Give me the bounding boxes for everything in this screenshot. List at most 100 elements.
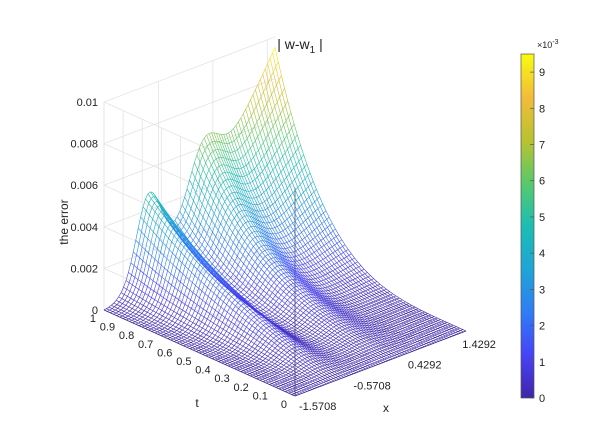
mesh-line [328,289,331,291]
mesh-line [406,323,410,325]
mesh-line [234,138,237,141]
mesh-line [186,336,190,339]
mesh-line [150,231,154,243]
mesh-line [258,216,262,218]
mesh-line [300,312,304,316]
mesh-line [257,347,261,351]
mesh-line [373,303,377,306]
mesh-line [247,364,251,367]
mesh-line [380,362,384,364]
mesh-line [145,316,149,319]
mesh-line [287,185,290,189]
mesh-line [205,345,209,348]
mesh-line [261,349,265,353]
mesh-line [284,368,288,371]
mesh-line [258,366,263,369]
mesh-line [422,314,426,316]
mesh-line [225,253,229,260]
mesh-line [151,297,155,300]
mesh-line [270,378,274,381]
mesh-line [286,346,289,349]
mesh-line [352,291,356,294]
mesh-line [142,293,146,300]
mesh-line [264,354,268,357]
mesh-line [427,338,431,341]
mesh-line [386,311,390,313]
mesh-line [322,324,326,327]
mesh-line [142,316,146,319]
mesh-line [351,299,355,301]
mesh-line [425,313,428,315]
mesh-line [437,335,441,337]
mesh-line [396,318,400,321]
mesh-line [274,150,278,155]
mesh-line [111,304,115,308]
mesh-line [314,256,318,259]
mesh-line [302,335,305,337]
mesh-line [279,279,283,283]
mesh-line [201,196,205,205]
mesh-line [281,212,285,216]
mesh-line [273,178,277,182]
mesh-line [362,366,366,368]
mesh-line [288,308,292,312]
mesh-line [321,375,325,377]
mesh-line [293,302,297,306]
mesh-line [212,183,216,189]
mesh-line [148,297,152,304]
mesh-line [271,191,275,196]
mesh-line [312,278,316,280]
mesh-line [253,315,257,318]
mesh-line [208,356,213,359]
mesh-line [148,302,153,306]
mesh-line [189,282,193,291]
mesh-line [365,346,369,349]
mesh-line [239,245,243,252]
mesh-line [326,261,329,264]
mesh-line [358,306,362,308]
mesh-line [133,299,138,303]
mesh-line [257,372,262,375]
mesh-line [216,200,220,208]
mesh-line [205,344,209,347]
mesh-line [110,312,114,315]
mesh-line [231,358,235,361]
mesh-line [351,356,355,359]
mesh-line [259,377,263,380]
mesh-line [225,344,229,347]
mesh-line [178,252,182,260]
mesh-line [204,349,207,352]
mesh-line [262,379,266,381]
mesh-line [195,347,199,350]
mesh-line [254,176,258,180]
mesh-line [205,268,209,272]
mesh-line [118,309,122,312]
mesh-line [194,169,198,179]
mesh-line [183,287,187,296]
mesh-line [423,332,426,335]
mesh-line [254,348,259,351]
mesh-line [135,307,138,311]
mesh-line [328,312,331,315]
mesh-line [263,311,267,314]
mesh-line [325,234,329,237]
mesh-line [401,324,405,327]
mesh-line [361,308,365,310]
mesh-line [162,315,166,318]
mesh-line [343,298,346,301]
mesh-line [279,336,282,339]
mesh-line [310,213,314,216]
mesh-line [192,346,195,348]
mesh-line [261,376,265,379]
mesh-line [258,352,262,356]
mesh-line [260,360,264,363]
mesh-line [278,274,282,277]
mesh-line [327,225,331,228]
mesh-line [453,334,457,336]
mesh-line [285,100,288,106]
mesh-line [413,309,416,311]
mesh-line [320,259,324,262]
mesh-line [410,318,414,321]
mesh-line [321,320,325,323]
